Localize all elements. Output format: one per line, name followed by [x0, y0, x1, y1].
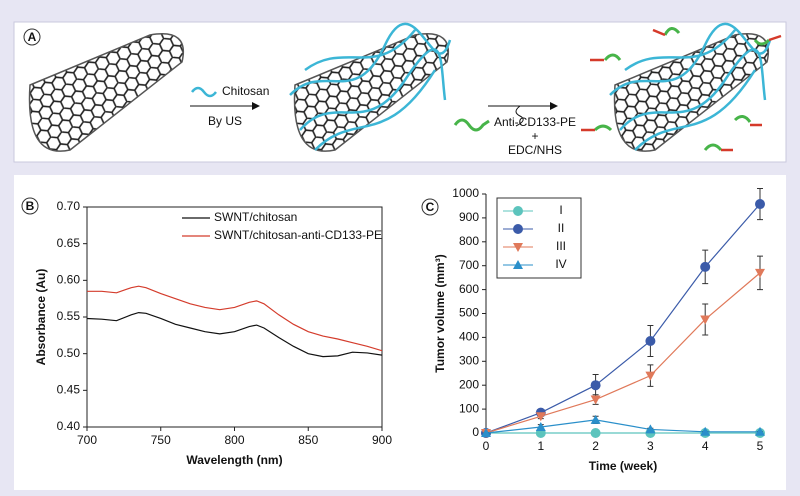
marker [513, 224, 523, 234]
marker [590, 380, 601, 391]
x-tick-label: 750 [151, 433, 171, 447]
marker [700, 315, 711, 325]
method: By US [208, 114, 242, 128]
chitosan-icon [191, 86, 217, 98]
panel-letter: C [426, 200, 435, 214]
x-tick-label: 1 [537, 439, 544, 453]
x-tick-label: 2 [592, 439, 599, 453]
marker [700, 261, 711, 272]
panel-bc [14, 175, 786, 490]
y-tick-label: 0.55 [57, 309, 81, 323]
y-tick-label: 0.50 [57, 346, 81, 360]
panel-label: C [421, 198, 439, 216]
y-tick-label: 0.60 [57, 273, 81, 287]
antibody-icon [453, 118, 490, 132]
y-tick-label: 1000 [452, 186, 479, 200]
marker [755, 268, 765, 278]
marker [590, 428, 601, 438]
series-line [485, 203, 761, 434]
y-tick-label: 600 [459, 282, 479, 296]
legend-box [496, 197, 582, 279]
plus: + [531, 129, 538, 143]
marker [481, 428, 491, 437]
legend-label: II [558, 221, 565, 235]
y-tick-label: 0.70 [57, 199, 81, 213]
reagent: Anti-CD133-PE [494, 115, 576, 129]
marker [513, 260, 523, 269]
marker [645, 335, 656, 346]
x-tick-label: 700 [77, 433, 97, 447]
y-tick-label: 800 [459, 234, 479, 248]
y-tick-label: 0.40 [57, 419, 81, 433]
x-tick-label: 3 [647, 439, 654, 453]
marker [535, 412, 546, 422]
y-tick-label: 400 [459, 330, 479, 344]
marker [755, 199, 765, 210]
x-tick-label: 5 [757, 439, 764, 453]
nanotube-functionalized [581, 22, 782, 152]
nanotube-chitosan [289, 22, 452, 152]
y-tick-label: 100 [459, 401, 479, 415]
panel-letter: A [28, 30, 37, 44]
y-tick-label: 200 [459, 377, 479, 391]
panel-label: A [23, 28, 41, 46]
marker [645, 371, 656, 381]
y-axis-title: Absorbance (Au) [34, 269, 48, 366]
panel-letter: B [26, 199, 35, 213]
marker [645, 424, 656, 434]
marker [590, 414, 601, 424]
x-tick-label: 900 [372, 433, 392, 447]
marker [535, 422, 546, 432]
marker [700, 426, 711, 436]
y-tick-label: 0.65 [57, 236, 81, 250]
nanotube [28, 33, 184, 152]
panel-label: B [21, 197, 39, 215]
arrowhead [252, 102, 260, 110]
legend-label: IV [555, 257, 566, 271]
marker [755, 426, 765, 436]
y-tick-label: 0.45 [57, 383, 81, 397]
arrowhead [550, 102, 558, 110]
linker [515, 105, 524, 127]
x-axis-title: Time (week) [589, 459, 657, 473]
series-line [485, 419, 760, 434]
marker [513, 206, 523, 216]
marker [590, 395, 601, 405]
x-tick-label: 850 [298, 433, 318, 447]
x-tick-label: 4 [702, 439, 709, 453]
method: EDC/NHS [508, 143, 562, 157]
y-axis-title: Tumor volume (mm³) [433, 254, 447, 372]
series-line [86, 311, 383, 358]
y-tick-label: 500 [459, 306, 479, 320]
reagent: Chitosan [222, 84, 269, 98]
marker [513, 243, 523, 252]
y-tick-label: 700 [459, 258, 479, 272]
x-tick-label: 0 [483, 439, 490, 453]
legend-label: I [559, 203, 562, 217]
legend-label: III [556, 239, 566, 253]
x-axis-title: Wavelength (nm) [186, 453, 282, 467]
legend-label: SWNT/chitosan-anti-CD133-PE [214, 228, 382, 242]
series-line [485, 272, 761, 434]
y-tick-label: 300 [459, 353, 479, 367]
legend-label: SWNT/chitosan [214, 210, 297, 224]
x-tick-label: 800 [224, 433, 244, 447]
series-line [87, 285, 383, 352]
y-tick-label: 0 [472, 425, 479, 439]
y-tick-label: 900 [459, 210, 479, 224]
